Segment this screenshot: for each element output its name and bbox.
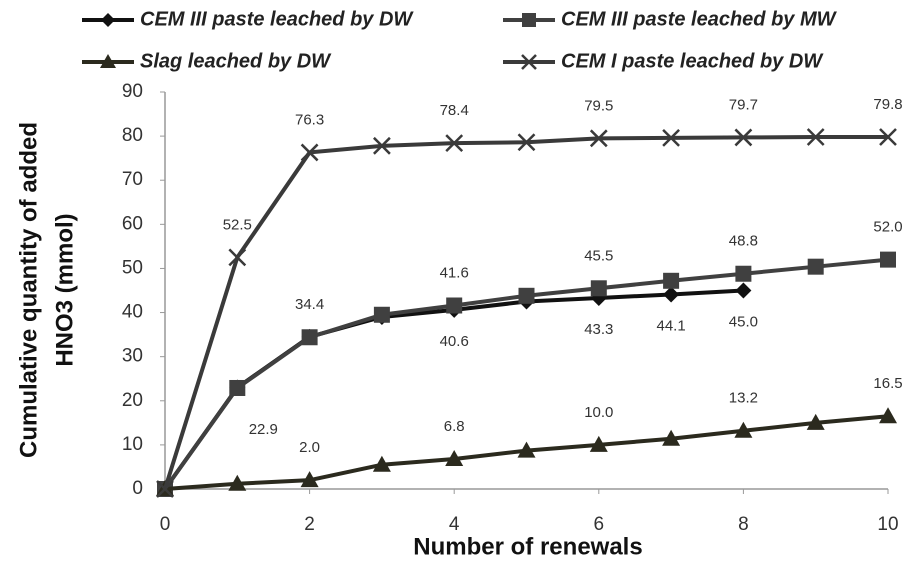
marker [301, 329, 318, 346]
y-axis-title: Cumulative quantity of added [15, 122, 42, 458]
x-tick-label: 8 [738, 514, 749, 535]
data-label: 10.0 [584, 404, 613, 421]
data-label: 2.0 [299, 439, 320, 456]
y-tick-label: 40 [122, 302, 143, 323]
data-label: 41.6 [440, 264, 469, 281]
marker [879, 128, 897, 146]
marker [228, 248, 247, 267]
y-tick-label: 10 [122, 434, 143, 455]
data-label: 79.8 [873, 96, 902, 113]
y-tick-label: 90 [122, 81, 143, 102]
marker [662, 429, 681, 446]
marker [806, 413, 825, 430]
x-tick-label: 4 [449, 514, 460, 535]
marker [807, 258, 824, 275]
marker [734, 421, 753, 438]
marker [445, 450, 464, 467]
y-tick-label: 60 [122, 213, 143, 234]
data-label: 79.7 [729, 96, 758, 113]
marker [229, 379, 246, 396]
data-label: 22.9 [249, 421, 278, 438]
marker [590, 280, 607, 297]
data-label: 76.3 [295, 111, 324, 128]
y-tick-label: 20 [122, 390, 143, 411]
marker [734, 128, 753, 147]
y-tick-label: 50 [122, 257, 143, 278]
legend-label: CEM III paste leached by DW [140, 8, 414, 30]
marker [517, 441, 536, 458]
marker [300, 143, 319, 162]
marker [880, 251, 896, 268]
marker [663, 272, 680, 289]
y-axis-title: HNO3 (mmol) [51, 213, 78, 366]
marker [879, 407, 897, 424]
y-tick-label: 70 [122, 169, 143, 190]
data-label: 78.4 [440, 102, 469, 119]
marker [517, 133, 536, 152]
data-label: 43.3 [584, 321, 613, 338]
marker [735, 282, 752, 299]
marker [806, 128, 825, 146]
y-tick-label: 0 [132, 478, 143, 499]
y-tick-label: 30 [122, 346, 143, 367]
marker [300, 471, 319, 488]
x-tick-label: 6 [594, 514, 605, 535]
data-label: 6.8 [444, 418, 465, 435]
marker [228, 474, 247, 491]
data-label: 48.8 [729, 233, 758, 250]
marker [373, 306, 390, 323]
legend-marker [522, 13, 536, 27]
marker [373, 136, 391, 155]
marker [445, 134, 464, 153]
data-label: 52.0 [873, 219, 902, 236]
marker [663, 286, 680, 303]
data-label: 40.6 [440, 333, 469, 350]
data-label: 45.5 [584, 247, 613, 264]
x-axis-title: Number of renewals [413, 533, 642, 560]
legend-label: CEM I paste leached by DW [561, 50, 824, 72]
y-tick-label: 80 [122, 125, 143, 146]
marker [156, 480, 174, 498]
marker [446, 297, 463, 314]
legend-label: CEM III paste leached by MW [561, 8, 838, 30]
data-label: 16.5 [873, 375, 902, 392]
data-label: 45.0 [729, 313, 758, 330]
data-label: 44.1 [656, 317, 685, 334]
legend-label: Slag leached by DW [140, 50, 332, 72]
legend-marker [100, 54, 116, 68]
data-label: 34.4 [295, 296, 324, 313]
marker [518, 287, 535, 304]
data-label: 13.2 [729, 390, 758, 407]
marker [589, 129, 608, 148]
marker [662, 128, 680, 147]
x-tick-label: 2 [304, 514, 315, 535]
x-tick-label: 10 [877, 514, 898, 535]
x-tick-label: 0 [160, 514, 171, 535]
marker [735, 265, 752, 282]
data-label: 52.5 [223, 216, 252, 233]
legend-marker [521, 54, 537, 70]
marker [589, 435, 608, 452]
marker [372, 455, 391, 472]
legend-marker [101, 13, 115, 27]
data-label: 79.5 [584, 97, 613, 114]
